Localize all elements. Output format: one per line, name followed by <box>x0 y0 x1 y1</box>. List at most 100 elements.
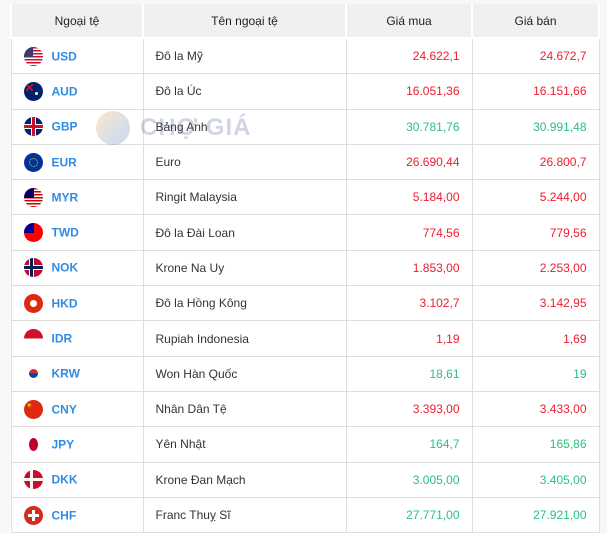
currency-name: Nhân Dân Tệ <box>142 390 347 428</box>
currency-name: Rupiah Indonesia <box>142 320 347 357</box>
exchange-rate-table: Ngoại tệ Tên ngoại tệ Giá mua Giá bán US… <box>10 4 600 533</box>
sell-price: 19 <box>471 355 600 392</box>
table-row[interactable]: GBP Bảng Anh 30.781,76 30.991,48 <box>10 108 600 145</box>
currency-code-link[interactable]: AUD <box>51 84 78 99</box>
currency-code-link[interactable]: HKD <box>51 296 78 311</box>
table-row[interactable]: USD Đô la Mỹ 24.622,1 24.672,7 <box>10 37 600 75</box>
sell-price: 3.433,00 <box>471 390 600 428</box>
currency-code-link[interactable]: MYR <box>51 190 79 205</box>
sell-price: 30.991,48 <box>471 108 600 145</box>
sell-price: 27.921,00 <box>471 496 600 533</box>
currency-code-cell[interactable]: NOK <box>10 249 144 287</box>
buy-price: 26.690,44 <box>345 143 473 181</box>
sell-price: 16.151,66 <box>471 73 600 110</box>
sell-price: 1,69 <box>471 320 600 357</box>
currency-code-link[interactable]: NOK <box>51 260 79 275</box>
currency-name: Ringit Malaysia <box>142 179 347 216</box>
currency-name: Won Hàn Quốc <box>142 355 347 392</box>
table-row[interactable]: HKD Đô la Hồng Kông 3.102,7 3.142,95 <box>10 285 600 322</box>
table-row[interactable]: KRW Won Hàn Quốc 18,61 19 <box>10 355 600 392</box>
currency-name: Bảng Anh <box>142 108 347 145</box>
table-row[interactable]: ★ CNY Nhân Dân Tệ 3.393,00 3.433,00 <box>10 390 600 428</box>
currency-code-cell[interactable]: JPY <box>10 426 144 463</box>
currency-name: Yên Nhật <box>142 426 347 463</box>
currency-code-link[interactable]: USD <box>51 49 77 64</box>
table-row[interactable]: NOK Krone Na Uy 1.853,00 2.253,00 <box>10 249 600 287</box>
currency-code-cell[interactable]: KRW <box>10 355 144 392</box>
table-header-row: Ngoại tệ Tên ngoại tệ Giá mua Giá bán <box>10 4 600 39</box>
currency-name: Euro <box>142 143 347 181</box>
buy-price: 3.102,7 <box>345 285 473 322</box>
sell-price: 165,86 <box>471 426 600 463</box>
buy-price: 164,7 <box>345 426 473 463</box>
currency-code-cell[interactable]: EUR <box>10 143 144 181</box>
currency-code-cell[interactable]: MYR <box>10 179 144 216</box>
table-row[interactable]: EUR Euro 26.690,44 26.800,7 <box>10 143 600 181</box>
buy-price: 774,56 <box>345 214 473 251</box>
sell-price: 26.800,7 <box>471 143 600 181</box>
currency-code-link[interactable]: GBP <box>51 119 78 134</box>
header-sell-price[interactable]: Giá bán <box>471 4 600 39</box>
table-row[interactable]: DKK Krone Đan Mạch 3.005,00 3.405,00 <box>10 461 600 498</box>
buy-price: 18,61 <box>345 355 473 392</box>
dk-flag-icon <box>23 470 43 490</box>
table-row[interactable]: MYR Ringit Malaysia 5.184,00 5.244,00 <box>10 179 600 216</box>
header-currency-name[interactable]: Tên ngoại tệ <box>142 4 347 39</box>
currency-code-cell[interactable]: IDR <box>10 320 144 357</box>
currency-code-link[interactable]: DKK <box>51 472 78 487</box>
exchange-rate-table-container: Ngoại tệ Tên ngoại tệ Giá mua Giá bán US… <box>10 4 600 533</box>
currency-name: Đô la Đài Loan <box>142 214 347 251</box>
sell-price: 3.142,95 <box>471 285 600 322</box>
ch-flag-icon <box>23 505 43 525</box>
my-flag-icon <box>23 187 43 207</box>
table-row[interactable]: TWD Đô la Đài Loan 774,56 779,56 <box>10 214 600 251</box>
au-flag-icon <box>23 81 43 101</box>
currency-code-cell[interactable]: TWD <box>10 214 144 251</box>
sell-price: 5.244,00 <box>471 179 600 216</box>
currency-code-cell[interactable]: GBP <box>10 108 144 145</box>
table-row[interactable]: IDR Rupiah Indonesia 1,19 1,69 <box>10 320 600 357</box>
table-row[interactable]: CHF Franc Thuỵ Sĩ 27.771,00 27.921,00 <box>10 496 600 533</box>
table-row[interactable]: AUD Đô la Úc 16.051,36 16.151,66 <box>10 73 600 110</box>
buy-price: 3.005,00 <box>345 461 473 498</box>
buy-price: 1.853,00 <box>345 249 473 287</box>
currency-code-cell[interactable]: ★ CNY <box>10 390 144 428</box>
header-buy-price[interactable]: Giá mua <box>345 4 473 39</box>
buy-price: 3.393,00 <box>345 390 473 428</box>
currency-code-cell[interactable]: DKK <box>10 461 144 498</box>
sell-price: 3.405,00 <box>471 461 600 498</box>
currency-code-link[interactable]: CNY <box>51 402 77 417</box>
sell-price: 2.253,00 <box>471 249 600 287</box>
buy-price: 30.781,76 <box>345 108 473 145</box>
sell-price: 779,56 <box>471 214 600 251</box>
header-currency-code[interactable]: Ngoại tệ <box>10 4 144 39</box>
currency-code-link[interactable]: KRW <box>51 366 80 381</box>
no-flag-icon <box>23 258 43 278</box>
buy-price: 5.184,00 <box>345 179 473 216</box>
jp-flag-icon <box>23 434 43 454</box>
cn-flag-icon: ★ <box>23 399 43 419</box>
currency-code-cell[interactable]: USD <box>10 37 144 75</box>
currency-code-link[interactable]: JPY <box>51 437 75 452</box>
currency-code-link[interactable]: IDR <box>51 331 73 346</box>
currency-name: Đô la Úc <box>142 73 347 110</box>
buy-price: 27.771,00 <box>345 496 473 533</box>
buy-price: 1,19 <box>345 320 473 357</box>
currency-name: Krone Na Uy <box>142 249 347 287</box>
currency-name: Krone Đan Mạch <box>142 461 347 498</box>
currency-code-cell[interactable]: CHF <box>10 496 144 533</box>
currency-code-cell[interactable]: AUD <box>10 73 144 110</box>
currency-code-link[interactable]: CHF <box>51 508 77 522</box>
currency-code-link[interactable]: TWD <box>51 225 79 240</box>
eu-flag-icon <box>23 152 43 172</box>
currency-name: Franc Thuỵ Sĩ <box>142 496 347 533</box>
table-row[interactable]: JPY Yên Nhật 164,7 165,86 <box>10 426 600 463</box>
currency-code-cell[interactable]: HKD <box>10 285 144 322</box>
currency-code-link[interactable]: EUR <box>51 155 77 170</box>
hk-flag-icon <box>23 293 43 313</box>
kr-flag-icon <box>23 364 43 384</box>
id-flag-icon <box>23 329 43 349</box>
currency-name: Đô la Mỹ <box>142 37 347 75</box>
tw-flag-icon <box>23 223 43 243</box>
buy-price: 16.051,36 <box>345 73 473 110</box>
